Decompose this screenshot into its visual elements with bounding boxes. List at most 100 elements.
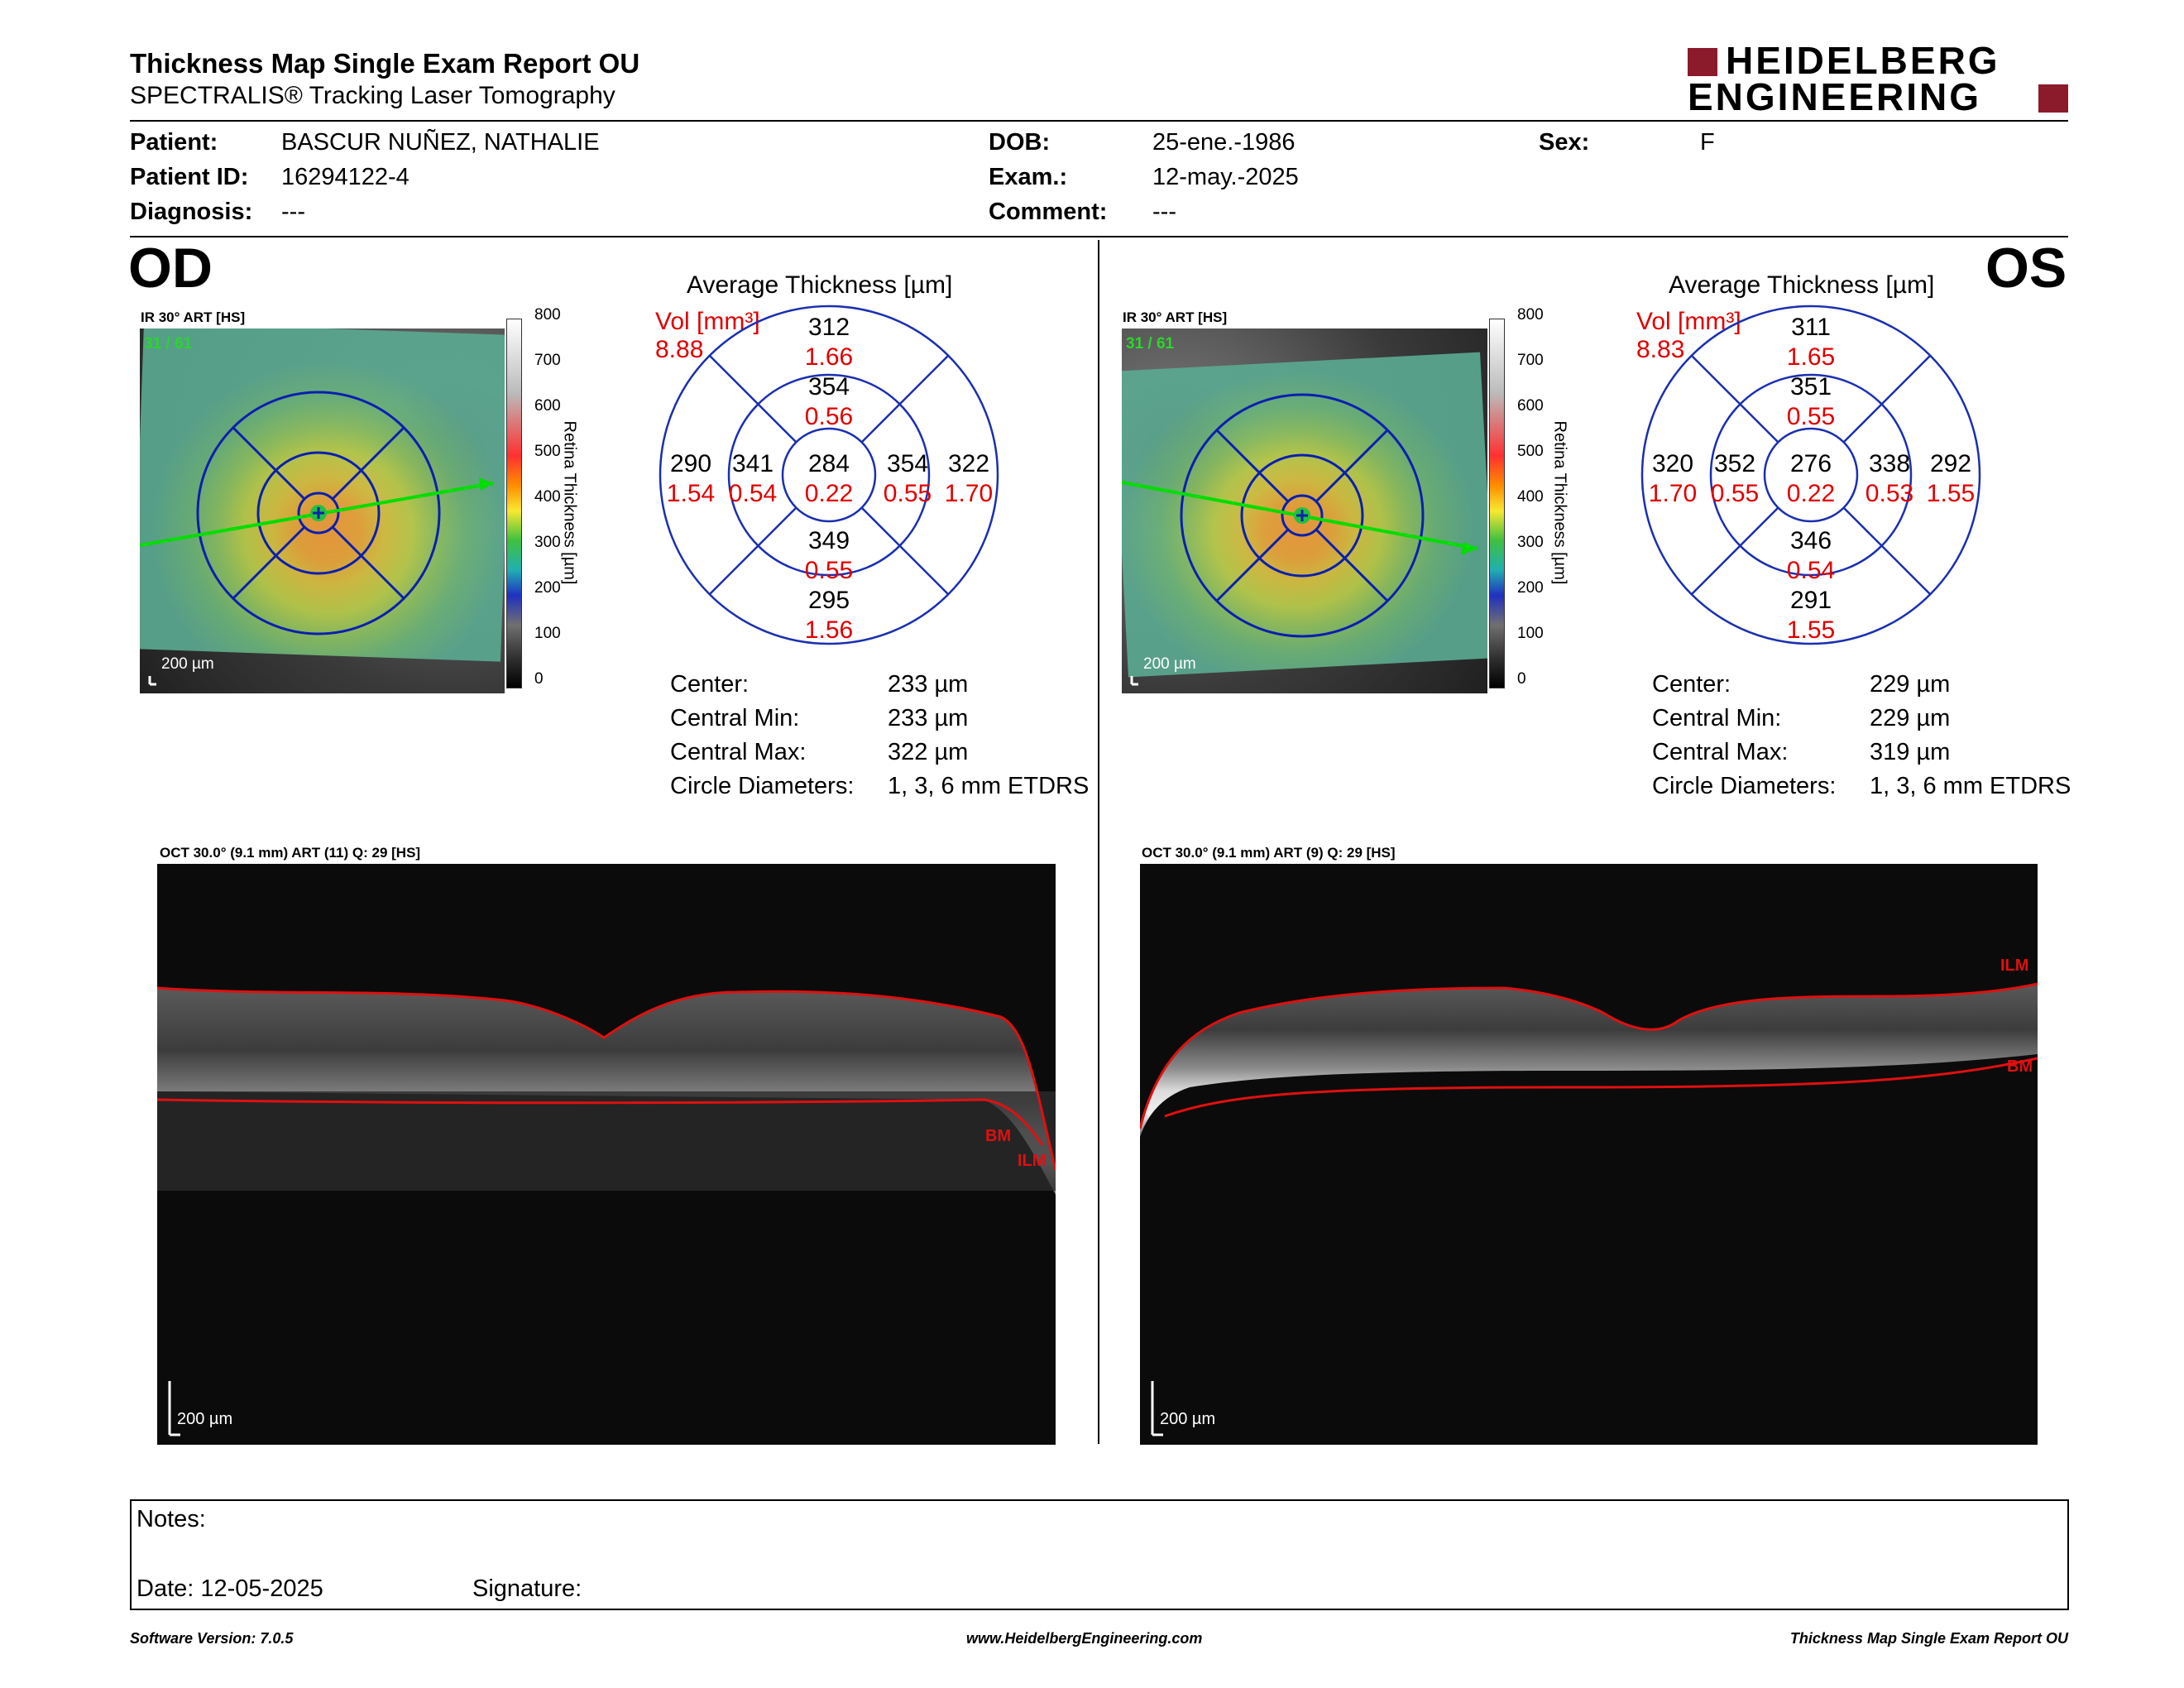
os-inner-left: 352 xyxy=(1713,450,1756,477)
od-ir-scale: 200 µm xyxy=(161,655,214,673)
signature-label: Signature: xyxy=(472,1575,582,1602)
notes-box: Notes: Date: 12-05-2025 Signature: xyxy=(130,1499,2069,1610)
od-oct-layers xyxy=(157,986,1056,1436)
footer-report-name: Thickness Map Single Exam Report OU xyxy=(1789,1630,2068,1647)
software-version: Software Version: 7.0.5 xyxy=(130,1630,294,1647)
od-inner-right: 354 xyxy=(886,450,929,477)
os-inner-bottom: 346 xyxy=(1789,527,1832,554)
od-outer-top: 312 xyxy=(807,314,850,341)
os-tick-500: 500 xyxy=(1517,443,1544,460)
os-tick-700: 700 xyxy=(1517,352,1544,369)
od-outer-left: 290 xyxy=(669,450,712,477)
os-ir-header: IR 30° ART [HS] xyxy=(1123,309,1228,325)
comment-value: --- xyxy=(1152,199,1176,225)
os-tick-400: 400 xyxy=(1517,488,1544,506)
notes-label: Notes: xyxy=(136,1506,206,1532)
od-colorbar-ticks: 800 700 600 500 400 300 200 100 0 xyxy=(534,306,568,695)
os-tick-0: 0 xyxy=(1517,670,1526,688)
od-oct-header: OCT 30.0° (9.1 mm) ART (11) Q: 29 [HS] xyxy=(160,845,421,861)
os-colorbar-ticks: 800 700 600 500 400 300 200 100 0 xyxy=(1517,306,1550,695)
od-tick-800: 800 xyxy=(534,306,561,324)
os-min-value: 229 µm xyxy=(1870,705,1951,731)
os-inner-top-vol: 0.55 xyxy=(1786,403,1836,430)
od-oct-bm-label: BM xyxy=(985,1127,1012,1145)
od-outer-bottom: 295 xyxy=(807,587,850,614)
od-ir-header: IR 30° ART [HS] xyxy=(141,309,246,325)
od-outer-left-vol: 1.54 xyxy=(666,480,716,507)
od-inner-bottom: 349 xyxy=(807,527,850,554)
od-max-value: 322 µm xyxy=(888,739,969,765)
logo-text-top: HEIDELBERG xyxy=(1726,39,2000,82)
os-inner-top: 351 xyxy=(1789,373,1832,400)
sex-value: F xyxy=(1700,129,1715,156)
os-etdrs-overlay xyxy=(1122,393,1478,686)
patient-label: Patient: xyxy=(130,129,218,156)
od-inner-bottom-vol: 0.55 xyxy=(804,557,854,584)
dob-label: DOB: xyxy=(989,129,1051,156)
eye-label-os: OS xyxy=(1985,237,2067,300)
eye-label-od: OD xyxy=(128,237,213,300)
os-outer-left-vol: 1.70 xyxy=(1648,480,1698,507)
report-title: Thickness Map Single Exam Report OU xyxy=(130,48,640,79)
dob-value: 25-ene.-1986 xyxy=(1152,129,1296,156)
os-oct-ilm-label: ILM xyxy=(2000,957,2029,975)
os-outer-top: 311 xyxy=(1791,314,1831,341)
os-diam-value: 1, 3, 6 mm ETDRS xyxy=(1870,773,2071,799)
od-center-label: Center: xyxy=(670,671,750,698)
os-colorbar xyxy=(1489,319,1505,688)
od-diam-value: 1, 3, 6 mm ETDRS xyxy=(888,773,1090,799)
diagnosis-value: --- xyxy=(281,199,305,225)
od-tick-600: 600 xyxy=(534,397,561,415)
os-ir-scale: 200 µm xyxy=(1143,655,1196,673)
od-etdrs-grid xyxy=(659,305,999,645)
os-oct-header: OCT 30.0° (9.1 mm) ART (9) Q: 29 [HS] xyxy=(1142,845,1396,861)
od-outer-right-vol: 1.70 xyxy=(944,480,994,507)
od-colorbar xyxy=(506,319,522,688)
comment-label: Comment: xyxy=(989,199,1108,225)
od-tick-400: 400 xyxy=(534,488,561,506)
sex-label: Sex: xyxy=(1539,129,1590,156)
od-inner-left: 341 xyxy=(731,450,774,477)
od-min-value: 233 µm xyxy=(888,705,969,731)
od-inner-top: 354 xyxy=(807,373,850,400)
od-tick-500: 500 xyxy=(534,443,561,460)
od-center-value: 233 µm xyxy=(888,671,969,698)
os-tick-100: 100 xyxy=(1517,625,1544,642)
od-diam-label: Circle Diameters: xyxy=(670,773,855,799)
od-center: 284 xyxy=(807,450,850,477)
os-max-value: 319 µm xyxy=(1870,739,1951,765)
od-oct-bscan: BM ILM 200 µm xyxy=(157,864,1056,1445)
os-min-label: Central Min: xyxy=(1652,705,1782,731)
os-colorbar-title: Retina Thickness [µm] xyxy=(1550,420,1569,585)
os-avg-title: Average Thickness [µm] xyxy=(1669,271,1935,299)
os-ir-count: 31 / 61 xyxy=(1126,335,1175,352)
os-vol-value: 8.83 xyxy=(1636,336,1685,363)
exam-value: 12-may.-2025 xyxy=(1152,164,1299,190)
eye-divider xyxy=(1098,240,1099,1444)
od-fundus-image: 31 / 61 200 µm xyxy=(140,328,505,693)
os-inner-bottom-vol: 0.54 xyxy=(1786,557,1836,584)
heidelberg-logo: HEIDELBERG ENGINEERING xyxy=(1688,39,2068,117)
od-outer-top-vol: 1.66 xyxy=(804,343,854,371)
os-diam-label: Circle Diameters: xyxy=(1652,773,1837,799)
os-outer-bottom: 291 xyxy=(1789,587,1832,614)
os-outer-right: 292 xyxy=(1929,450,1972,477)
od-inner-top-vol: 0.56 xyxy=(804,403,854,430)
od-tick-700: 700 xyxy=(534,352,561,369)
od-avg-title: Average Thickness [µm] xyxy=(687,271,953,299)
os-tick-200: 200 xyxy=(1517,579,1544,597)
header-rule xyxy=(130,120,2068,122)
os-max-label: Central Max: xyxy=(1652,739,1789,765)
os-oct-layers xyxy=(1140,982,2038,1436)
website-link[interactable]: www.HeidelbergEngineering.com xyxy=(966,1630,1203,1647)
od-max-label: Central Max: xyxy=(670,739,807,765)
od-outer-bottom-vol: 1.56 xyxy=(804,616,854,644)
od-etdrs-overlay xyxy=(140,391,494,686)
os-etdrs-grid xyxy=(1640,305,1981,645)
os-fundus-image: 31 / 61 200 µm xyxy=(1122,328,1487,693)
os-inner-right-vol: 0.53 xyxy=(1865,480,1914,507)
os-outer-bottom-vol: 1.55 xyxy=(1786,616,1836,644)
os-sector-values: 311 1.65 351 0.55 320 1.70 352 0.55 276 … xyxy=(1640,304,1982,646)
os-tick-600: 600 xyxy=(1517,397,1544,415)
od-center-vol: 0.22 xyxy=(804,480,854,507)
